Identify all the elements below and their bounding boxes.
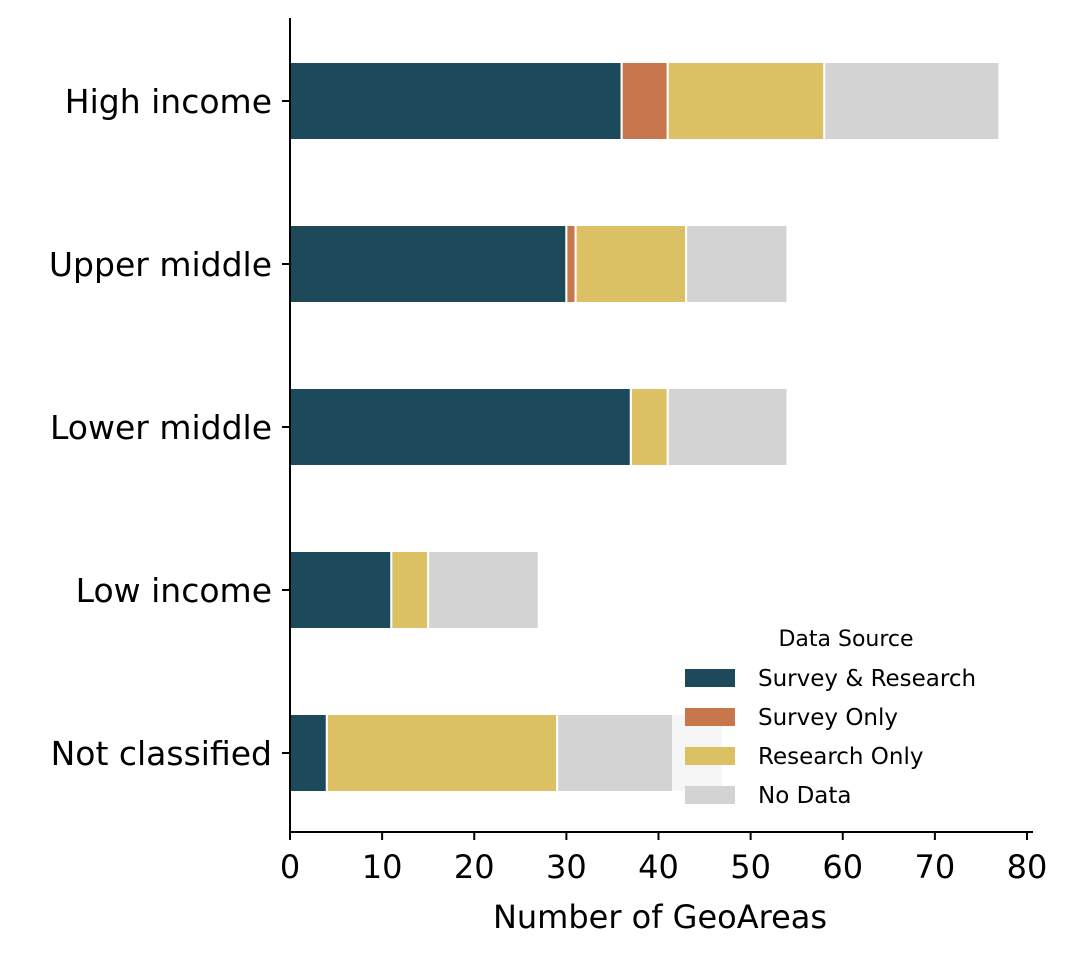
y-tick-label: Not classified xyxy=(51,734,272,773)
bar-no-data xyxy=(666,387,789,467)
bar-no-data xyxy=(823,61,1001,141)
legend: Data Source Survey & Research Survey Only… xyxy=(672,616,1022,816)
x-tick-label: 80 xyxy=(1007,848,1048,886)
x-axis-label: Number of GeoAreas xyxy=(493,898,827,936)
bar-research-only xyxy=(629,387,669,467)
x-tick-label: 50 xyxy=(730,848,771,886)
bar-survey-only xyxy=(620,61,669,141)
legend-swatch xyxy=(685,669,735,687)
bar-survey-research xyxy=(289,387,632,467)
y-axis-ticks: High income Upper middle Lower middle Low i… xyxy=(49,82,290,773)
legend-swatch xyxy=(685,747,735,765)
legend-label: Survey & Research xyxy=(758,666,976,692)
legend-label: Survey Only xyxy=(758,705,898,731)
bars-layer xyxy=(289,61,1001,793)
legend-swatch xyxy=(685,786,735,804)
bar-survey-research xyxy=(289,550,393,630)
bar-research-only xyxy=(390,550,430,630)
legend-swatch xyxy=(685,708,735,726)
y-tick-label: Lower middle xyxy=(50,408,272,447)
x-axis-ticks: 0 10 20 30 40 50 60 70 80 xyxy=(280,832,1048,886)
x-tick-label: 10 xyxy=(362,848,403,886)
bar-research-only xyxy=(666,61,826,141)
y-tick-label: Low income xyxy=(76,571,272,610)
bar-research-only xyxy=(325,713,559,793)
x-tick-label: 70 xyxy=(915,848,956,886)
y-tick-label: Upper middle xyxy=(49,245,272,284)
y-tick-label: High income xyxy=(65,82,272,121)
bar-no-data xyxy=(685,224,789,304)
x-tick-label: 20 xyxy=(454,848,495,886)
bar-survey-only xyxy=(565,224,577,304)
legend-title: Data Source xyxy=(778,627,913,652)
bar-no-data xyxy=(427,550,540,630)
bar-survey-research xyxy=(289,224,568,304)
legend-label: No Data xyxy=(758,783,852,809)
legend-items: Survey & Research Survey Only Research Onl… xyxy=(685,666,976,809)
bar-survey-research xyxy=(289,713,328,793)
x-tick-label: 30 xyxy=(546,848,587,886)
x-tick-label: 40 xyxy=(638,848,679,886)
x-tick-label: 0 xyxy=(280,848,300,886)
bar-survey-research xyxy=(289,61,623,141)
x-tick-label: 60 xyxy=(822,848,863,886)
legend-label: Research Only xyxy=(758,744,924,770)
bar-research-only xyxy=(574,224,688,304)
